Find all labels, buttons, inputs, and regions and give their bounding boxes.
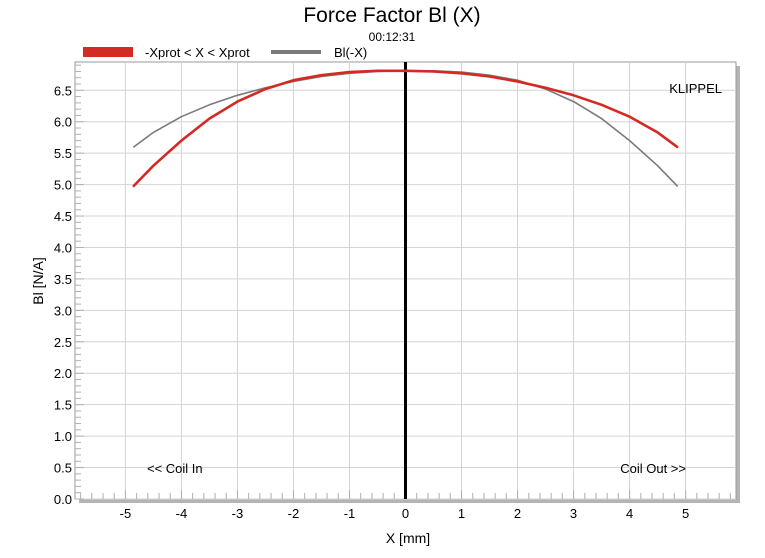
y-tick-label: 3.5 <box>54 272 72 287</box>
x-tick-label: -3 <box>232 506 244 521</box>
annotation-coil-in: << Coil In <box>147 461 203 476</box>
y-tick-label: 6.5 <box>54 83 72 98</box>
x-tick-label: 4 <box>626 506 633 521</box>
series-group <box>132 69 679 188</box>
legend-swatch-xprot <box>83 47 133 57</box>
x-tick-labels: -5 -4 -3 -2 -1 0 1 2 3 4 5 <box>120 506 690 521</box>
x-tick-label: 0 <box>402 506 409 521</box>
x-tick-label: -1 <box>344 506 356 521</box>
y-tick-label: 5.5 <box>54 146 72 161</box>
y-tick-labels: 0.0 0.5 1.0 1.5 2.0 2.5 3.0 3.5 4.0 4.5 5.0 5.5 6.0 6… <box>54 83 72 507</box>
minor-ticks <box>75 64 731 500</box>
y-tick-label: 0.0 <box>54 492 72 507</box>
x-tick-label: 3 <box>570 506 577 521</box>
y-tick-label: 1.5 <box>54 398 72 413</box>
legend: -Xprot < X < Xprot Bl(-X) <box>83 45 367 60</box>
chart-title: Force Factor Bl (X) <box>303 4 480 27</box>
chart-subtitle: 00:12:31 <box>369 30 416 44</box>
y-tick-label: 5.0 <box>54 178 72 193</box>
x-axis-label: X [mm] <box>386 530 430 546</box>
watermark-text: KLIPPEL <box>669 81 722 96</box>
legend-swatch-bl-neg-x <box>271 50 321 54</box>
y-tick-label: 4.5 <box>54 209 72 224</box>
x-tick-label: -5 <box>120 506 132 521</box>
y-tick-label: 1.0 <box>54 429 72 444</box>
y-tick-label: 6.0 <box>54 115 72 130</box>
x-tick-label: 2 <box>514 506 521 521</box>
x-tick-label: 5 <box>682 506 689 521</box>
annotation-coil-out: Coil Out >> <box>620 461 686 476</box>
legend-label-xprot: -Xprot < X < Xprot <box>145 45 250 60</box>
y-tick-label: 2.0 <box>54 366 72 381</box>
x-tick-label: 1 <box>458 506 465 521</box>
y-tick-label: 3.0 <box>54 303 72 318</box>
y-tick-label: 2.5 <box>54 335 72 350</box>
x-tick-label: -2 <box>288 506 300 521</box>
y-tick-label: 4.0 <box>54 240 72 255</box>
x-tick-label: -4 <box>176 506 188 521</box>
y-axis-label: Bl [N/A] <box>30 257 46 304</box>
y-tick-label: 0.5 <box>54 461 72 476</box>
series-line-xprot <box>132 69 679 188</box>
legend-label-bl-neg-x: Bl(-X) <box>334 45 367 60</box>
